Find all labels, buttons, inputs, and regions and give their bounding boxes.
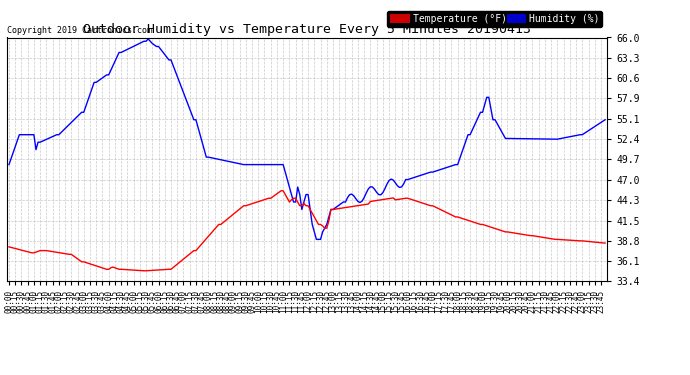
Legend: Temperature (°F), Humidity (%): Temperature (°F), Humidity (%) <box>387 10 602 27</box>
Title: Outdoor Humidity vs Temperature Every 5 Minutes 20190413: Outdoor Humidity vs Temperature Every 5 … <box>83 23 531 36</box>
Text: Copyright 2019 Cartronics.com: Copyright 2019 Cartronics.com <box>7 26 152 35</box>
